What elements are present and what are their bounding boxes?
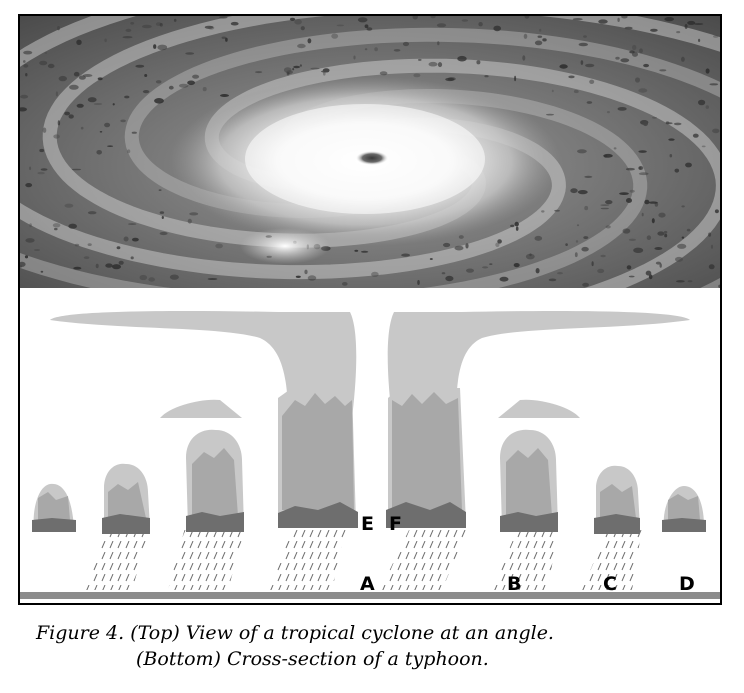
cloud-towers bbox=[32, 388, 706, 534]
cyclone-eye bbox=[356, 151, 388, 165]
label-b: B bbox=[507, 573, 521, 595]
figure-frame: E F A B C D bbox=[18, 14, 722, 605]
cyclone-satellite-photo bbox=[20, 16, 720, 288]
anvil-clouds bbox=[50, 310, 690, 418]
label-f: F bbox=[389, 513, 402, 535]
caption-line-1: Figure 4. (Top) View of a tropical cyclo… bbox=[36, 622, 554, 644]
label-d: D bbox=[679, 573, 695, 595]
typhoon-cross-section: E F A B C D bbox=[20, 310, 720, 599]
label-e: E bbox=[361, 513, 374, 535]
rain-shafts bbox=[84, 528, 642, 590]
caption-line-2: (Bottom) Cross-section of a typhoon. bbox=[136, 648, 489, 670]
label-c: C bbox=[603, 573, 617, 595]
label-a: A bbox=[360, 573, 375, 595]
cloud-speckles bbox=[20, 16, 720, 288]
ground-line bbox=[20, 592, 720, 599]
